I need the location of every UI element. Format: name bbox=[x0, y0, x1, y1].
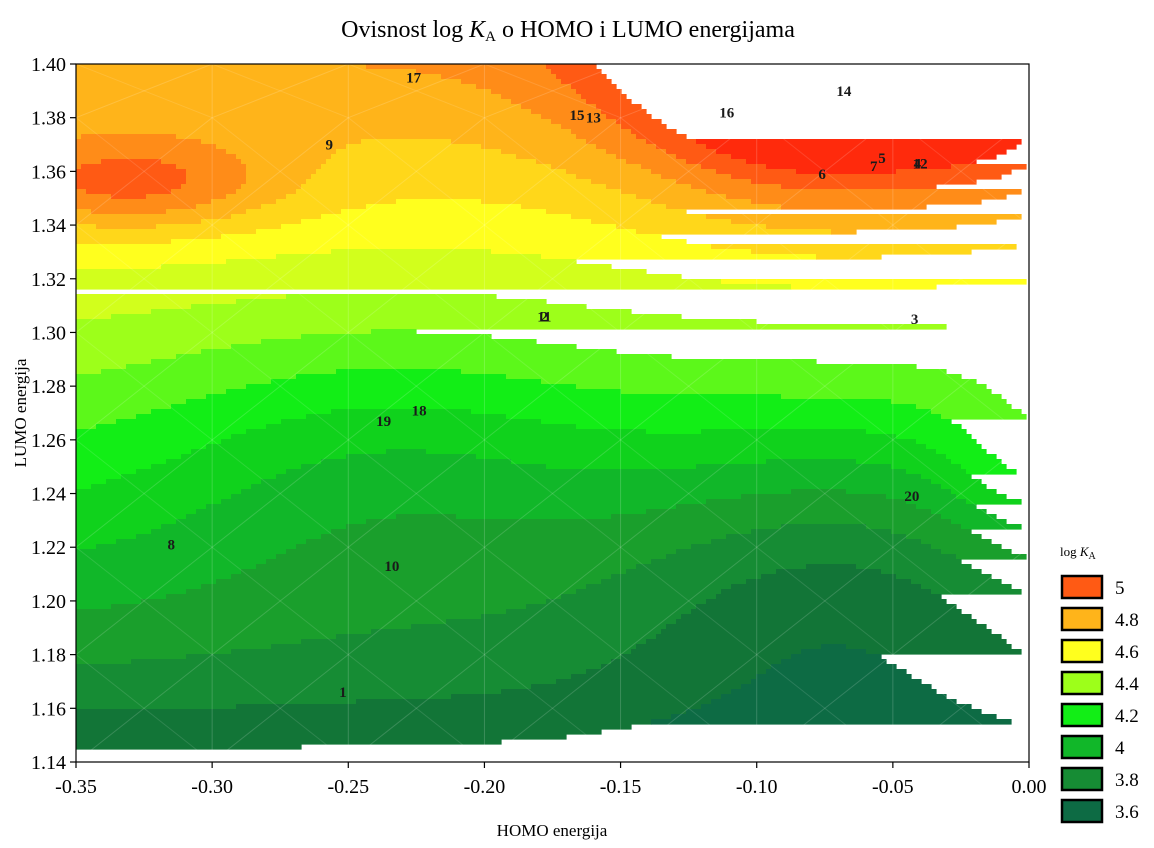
x-tick-label: -0.15 bbox=[600, 776, 642, 798]
data-point-label: 12 bbox=[913, 156, 928, 172]
data-point-label: 1 bbox=[339, 685, 347, 701]
y-tick-label: 1.26 bbox=[31, 430, 66, 452]
x-tick-label: -0.05 bbox=[872, 776, 914, 798]
legend-label: 4.6 bbox=[1115, 642, 1139, 663]
legend-title: log KA bbox=[1060, 544, 1097, 562]
x-tick-label: 0.00 bbox=[1012, 776, 1047, 798]
y-tick-label: 1.16 bbox=[31, 698, 66, 720]
legend-label: 3.8 bbox=[1115, 770, 1139, 791]
contour-fill bbox=[76, 64, 1027, 750]
y-tick-label: 1.28 bbox=[31, 376, 66, 398]
legend-swatch bbox=[1060, 670, 1104, 696]
y-tick-label: 1.38 bbox=[31, 108, 66, 130]
data-point-label: 15 bbox=[570, 108, 585, 124]
legend-label: 4.4 bbox=[1115, 674, 1139, 695]
data-point-label: 10 bbox=[384, 559, 399, 575]
legend-label: 4 bbox=[1115, 738, 1125, 759]
y-tick-label: 1.14 bbox=[31, 752, 66, 774]
legend-swatch bbox=[1060, 702, 1104, 728]
y-tick-label: 1.20 bbox=[31, 591, 66, 613]
x-tick-label: -0.30 bbox=[191, 776, 233, 798]
data-point-label: 16 bbox=[719, 105, 735, 121]
y-axis: 1.14 1.16 1.18 1.20 1.22 1.24 1.26 1.28 1.30 1.32… bbox=[31, 54, 76, 774]
data-point-label: 2 bbox=[541, 309, 549, 325]
y-tick-label: 1.36 bbox=[31, 161, 66, 183]
data-point-label: 8 bbox=[168, 538, 176, 554]
data-point-label: 3 bbox=[911, 312, 919, 328]
data-point-label: 9 bbox=[325, 138, 333, 154]
data-point-label: 19 bbox=[376, 414, 391, 430]
x-axis: -0.35 -0.30 -0.25 -0.20 -0.15 -0.10 -0.05 0.00 bbox=[55, 762, 1047, 798]
x-tick-label: -0.35 bbox=[55, 776, 97, 798]
legend-label: 3.6 bbox=[1115, 802, 1139, 823]
chart-title: Ovisnost log KA o HOMO i LUMO energijama bbox=[341, 17, 795, 45]
contour-mesh bbox=[76, 64, 1029, 762]
legend-swatch bbox=[1060, 734, 1104, 760]
legend-label: 5 bbox=[1115, 578, 1125, 599]
y-tick-label: 1.32 bbox=[31, 269, 66, 291]
data-point-label: 13 bbox=[586, 111, 601, 127]
y-tick-label: 1.22 bbox=[31, 537, 66, 559]
legend-label: 4.2 bbox=[1115, 706, 1139, 727]
y-tick-label: 1.34 bbox=[31, 215, 66, 237]
x-tick-label: -0.10 bbox=[736, 776, 778, 798]
data-point-label: 6 bbox=[818, 167, 826, 183]
x-axis-title: HOMO energija bbox=[497, 821, 608, 840]
data-point-label: 11 bbox=[537, 309, 551, 325]
legend-swatch bbox=[1060, 798, 1104, 824]
data-point-label: 5 bbox=[878, 151, 886, 167]
data-point-label: 4 bbox=[914, 156, 922, 172]
y-tick-label: 1.40 bbox=[31, 54, 66, 76]
data-point-label: 20 bbox=[904, 489, 919, 505]
y-tick-label: 1.18 bbox=[31, 645, 66, 667]
y-tick-label: 1.30 bbox=[31, 322, 66, 344]
x-tick-label: -0.20 bbox=[464, 776, 506, 798]
data-point-label: 17 bbox=[406, 70, 422, 86]
y-tick-label: 1.24 bbox=[31, 484, 66, 506]
legend-swatch bbox=[1060, 638, 1104, 664]
plot-frame bbox=[75, 63, 1030, 763]
legend-label: 4.8 bbox=[1115, 610, 1139, 631]
data-point-label: 7 bbox=[870, 159, 878, 175]
data-point-label: 14 bbox=[836, 84, 852, 100]
legend-swatch bbox=[1060, 606, 1104, 632]
legend-swatch bbox=[1060, 766, 1104, 792]
data-point-label: 18 bbox=[412, 403, 427, 419]
x-tick-label: -0.25 bbox=[327, 776, 369, 798]
legend: log KA 5 4.8 4.6 4.4 4.2 4 3.8 3.6 bbox=[1060, 544, 1139, 824]
y-axis-title: LUMO energija bbox=[11, 358, 30, 467]
legend-swatch bbox=[1060, 574, 1104, 600]
